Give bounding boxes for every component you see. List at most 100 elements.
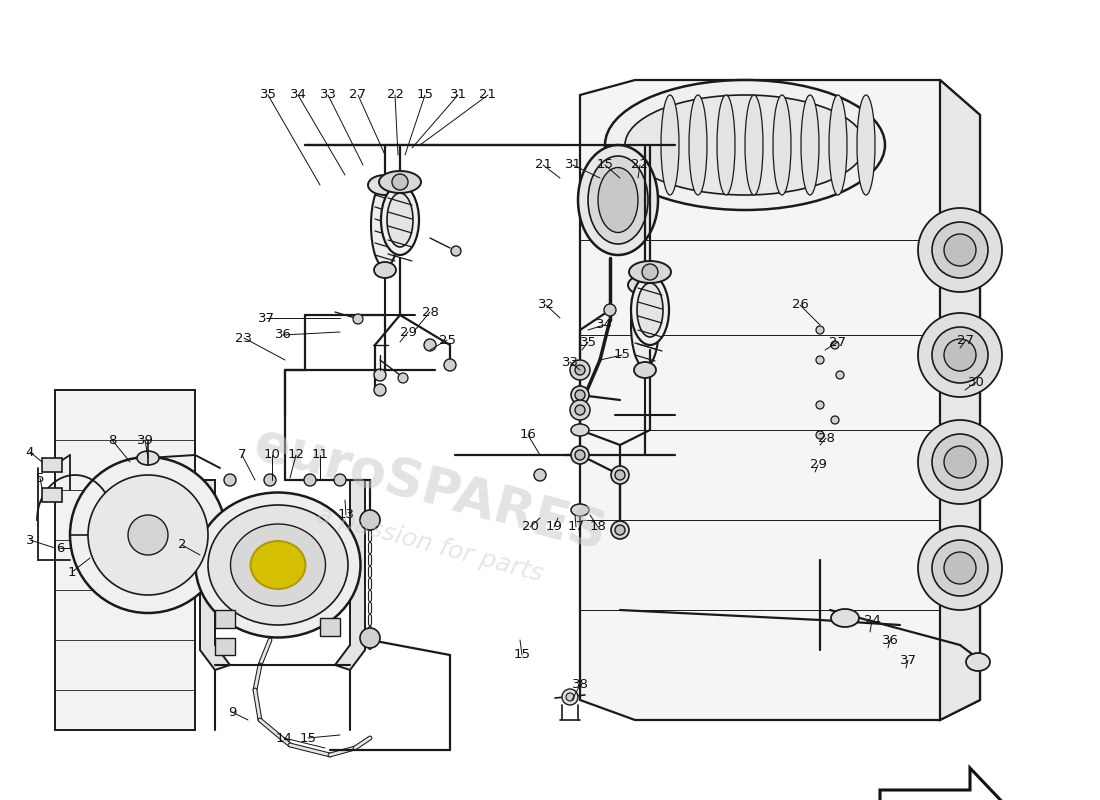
Circle shape (610, 466, 629, 484)
Ellipse shape (745, 95, 763, 195)
Text: 15: 15 (596, 158, 614, 171)
Ellipse shape (571, 504, 588, 516)
Ellipse shape (801, 95, 820, 195)
Text: 31: 31 (564, 158, 582, 171)
Circle shape (398, 373, 408, 383)
Text: 1: 1 (68, 566, 76, 578)
Ellipse shape (578, 145, 658, 255)
Text: 30: 30 (968, 375, 984, 389)
Ellipse shape (231, 524, 326, 606)
Ellipse shape (251, 541, 306, 589)
Text: 28: 28 (817, 431, 835, 445)
Circle shape (128, 515, 168, 555)
Ellipse shape (717, 95, 735, 195)
Text: 6: 6 (56, 542, 64, 554)
Text: 28: 28 (421, 306, 439, 318)
Polygon shape (42, 458, 62, 472)
Polygon shape (940, 80, 980, 720)
Circle shape (451, 246, 461, 256)
Polygon shape (580, 80, 980, 720)
Text: 35: 35 (260, 89, 276, 102)
Text: 31: 31 (450, 89, 466, 102)
Circle shape (816, 326, 824, 334)
Polygon shape (42, 488, 62, 502)
Circle shape (918, 208, 1002, 292)
Text: 36: 36 (275, 329, 292, 342)
Circle shape (392, 174, 408, 190)
Circle shape (571, 386, 588, 404)
Text: 14: 14 (276, 731, 293, 745)
Text: 5: 5 (35, 471, 44, 485)
Text: 20: 20 (521, 521, 538, 534)
Circle shape (932, 540, 988, 596)
Circle shape (224, 474, 236, 486)
Circle shape (264, 474, 276, 486)
Ellipse shape (628, 275, 662, 295)
Text: 33: 33 (319, 89, 337, 102)
Ellipse shape (773, 95, 791, 195)
Text: 13: 13 (338, 509, 354, 522)
Ellipse shape (598, 167, 638, 233)
Text: 29: 29 (399, 326, 417, 338)
Circle shape (566, 693, 574, 701)
Text: 34: 34 (289, 89, 307, 102)
Circle shape (562, 689, 578, 705)
Polygon shape (200, 480, 230, 670)
Ellipse shape (631, 282, 659, 367)
Text: 26: 26 (792, 298, 808, 311)
Text: 2: 2 (178, 538, 186, 551)
Circle shape (932, 222, 988, 278)
Circle shape (830, 416, 839, 424)
Ellipse shape (966, 653, 990, 671)
Text: 21: 21 (535, 158, 551, 171)
Ellipse shape (196, 493, 361, 638)
Circle shape (918, 313, 1002, 397)
Circle shape (816, 401, 824, 409)
Circle shape (534, 469, 546, 481)
Circle shape (944, 552, 976, 584)
Polygon shape (55, 390, 195, 730)
Text: 15: 15 (614, 349, 630, 362)
Circle shape (816, 356, 824, 364)
Ellipse shape (629, 261, 671, 283)
Text: 3: 3 (25, 534, 34, 546)
Text: 29: 29 (810, 458, 826, 471)
Text: 15: 15 (417, 89, 433, 102)
Text: 18: 18 (590, 521, 606, 534)
Text: 17: 17 (568, 521, 584, 534)
Circle shape (575, 390, 585, 400)
Text: 15: 15 (514, 649, 530, 662)
Circle shape (353, 314, 363, 324)
Circle shape (575, 405, 585, 415)
Text: 27: 27 (350, 89, 366, 102)
Text: 9: 9 (228, 706, 236, 718)
Ellipse shape (637, 283, 663, 337)
Text: 38: 38 (572, 678, 588, 691)
Text: 34: 34 (595, 318, 613, 331)
Circle shape (932, 434, 988, 490)
Text: 7: 7 (238, 449, 246, 462)
Ellipse shape (829, 95, 847, 195)
Circle shape (604, 304, 616, 316)
Text: 33: 33 (561, 355, 579, 369)
Ellipse shape (857, 95, 874, 195)
Polygon shape (320, 618, 340, 636)
Text: 8: 8 (108, 434, 117, 446)
Text: 10: 10 (264, 449, 280, 462)
Text: 24: 24 (864, 614, 880, 626)
Text: 27: 27 (829, 335, 847, 349)
Ellipse shape (661, 95, 679, 195)
Ellipse shape (625, 95, 865, 195)
Text: 37: 37 (257, 311, 275, 325)
Circle shape (830, 341, 839, 349)
Text: 22: 22 (386, 89, 404, 102)
Circle shape (932, 327, 988, 383)
Circle shape (615, 525, 625, 535)
Text: 4: 4 (25, 446, 34, 458)
Circle shape (642, 264, 658, 280)
Circle shape (944, 446, 976, 478)
Circle shape (570, 400, 590, 420)
Text: 15: 15 (299, 731, 317, 745)
Circle shape (360, 510, 379, 530)
Text: 22: 22 (631, 158, 649, 171)
